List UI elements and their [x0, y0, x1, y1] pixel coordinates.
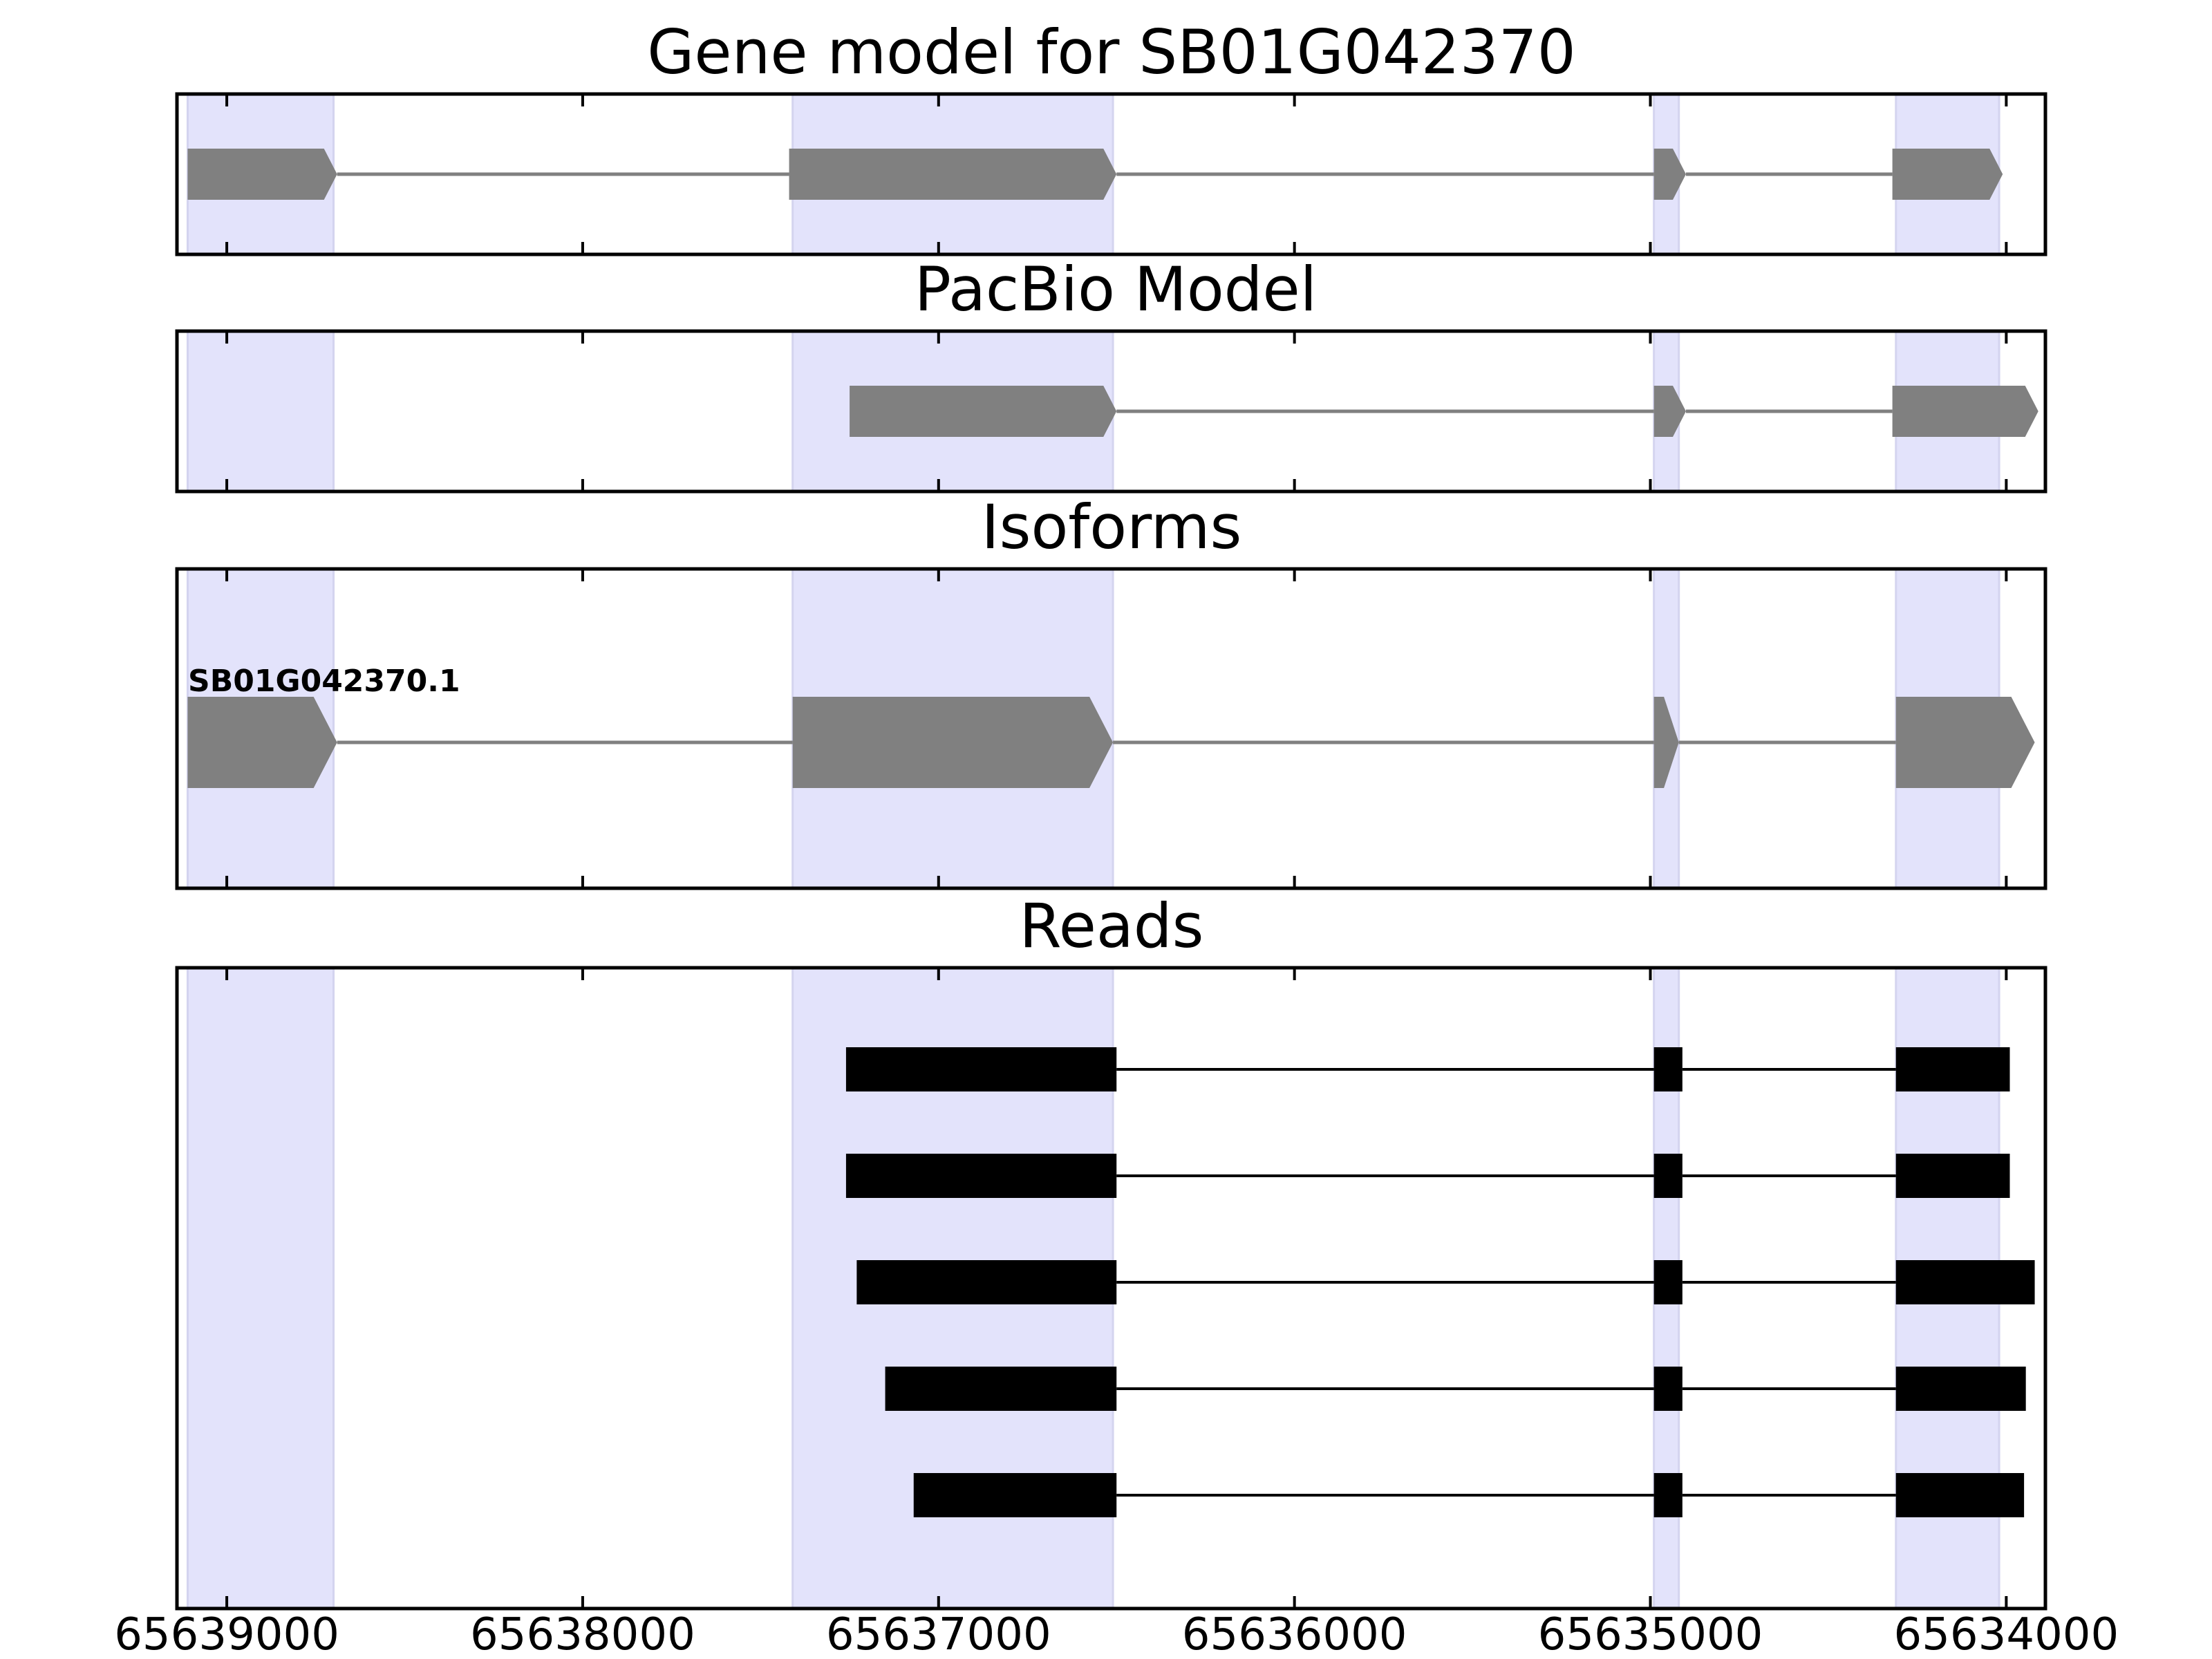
- reads-track-3-exon-2: [1653, 1260, 1683, 1304]
- pacbio-model-frame: [175, 329, 2047, 494]
- reads-track-1-exon-1: [845, 1047, 1117, 1091]
- reads-track-1-exon-3: [1895, 1047, 2010, 1091]
- x-tick-label-5: 65635000: [1538, 1609, 1763, 1659]
- reads-track-1-exon-2: [1653, 1047, 1683, 1091]
- reads-track-4-exon-1: [885, 1367, 1117, 1411]
- reads-track-2-exon-3: [1895, 1154, 2010, 1198]
- isoforms-ticks: [225, 569, 2008, 888]
- x-axis-tick-labels: 65639000 65638000 65637000 65636000 65635000…: [114, 1609, 2119, 1659]
- reads-track-5-exon-1: [913, 1473, 1117, 1517]
- x-tick-label-6: 65634000: [1893, 1609, 2119, 1659]
- gene-model-track-1-exon-1: [187, 149, 337, 200]
- reads-features: [845, 1047, 2035, 1517]
- isoforms-track-1-label: SB01G042370.1: [188, 664, 460, 699]
- pacbio-model-highlight-1: [186, 330, 335, 493]
- reads-title: Reads: [1020, 890, 1204, 962]
- reads-frame: [175, 966, 2047, 1611]
- gene-model-track-1-exon-4: [1892, 149, 2003, 200]
- gene-model-track-1-exon-2: [789, 149, 1117, 200]
- isoforms-title: Isoforms: [982, 491, 1242, 563]
- reads-track-4-exon-3: [1895, 1367, 2026, 1411]
- gene-model-features: [187, 149, 2003, 200]
- reads-track-3-exon-3: [1895, 1260, 2035, 1304]
- reads-highlight-1: [186, 966, 335, 1610]
- gene-model-frame: [175, 92, 2047, 256]
- pacbio-model-ticks: [225, 331, 2008, 491]
- pacbio-model-track-1-exon-2: [1653, 386, 1686, 437]
- reads-track-5-exon-2: [1653, 1473, 1683, 1517]
- isoforms-features: SB01G042370.1: [187, 664, 2035, 788]
- pacbio-model-title: PacBio Model: [915, 254, 1317, 325]
- reads-track-2-exon-1: [845, 1154, 1117, 1198]
- reads-track-2-exon-2: [1653, 1154, 1683, 1198]
- x-tick-label-1: 65639000: [114, 1609, 339, 1659]
- pacbio-model-track-1-exon-1: [850, 386, 1117, 437]
- reads-track-4-exon-2: [1653, 1367, 1683, 1411]
- x-tick-label-2: 65638000: [470, 1609, 695, 1659]
- reads-track-3-exon-1: [856, 1260, 1117, 1304]
- gene-model-title: Gene model for SB01G042370: [647, 17, 1576, 88]
- reads-ticks: [225, 968, 2008, 1609]
- x-tick-label-4: 65636000: [1182, 1609, 1407, 1659]
- gene-model-ticks: [225, 94, 2008, 254]
- isoforms-frame: [175, 567, 2047, 890]
- isoforms-track-1-exon-2: [792, 697, 1114, 788]
- isoforms-panel: Isoforms SB01G042370.1: [175, 491, 2047, 890]
- pacbio-model-track-1-exon-3: [1892, 386, 2038, 437]
- isoforms-track-1-exon-1: [187, 697, 337, 788]
- reads-track-5-exon-3: [1895, 1473, 2025, 1517]
- pacbio-model-panel: PacBio Model: [175, 254, 2047, 494]
- gene-model-track-1-exon-3: [1653, 149, 1686, 200]
- isoforms-track-1-exon-4: [1895, 697, 2035, 788]
- gene-model-panel: Gene model for SB01G042370: [175, 17, 2047, 256]
- pacbio-model-features: [850, 386, 2038, 437]
- x-tick-label-3: 65637000: [826, 1609, 1051, 1659]
- isoforms-track-1-exon-3: [1653, 697, 1679, 788]
- reads-panel: Reads 65639000 65638000 65637000 65636000 65…: [114, 890, 2119, 1659]
